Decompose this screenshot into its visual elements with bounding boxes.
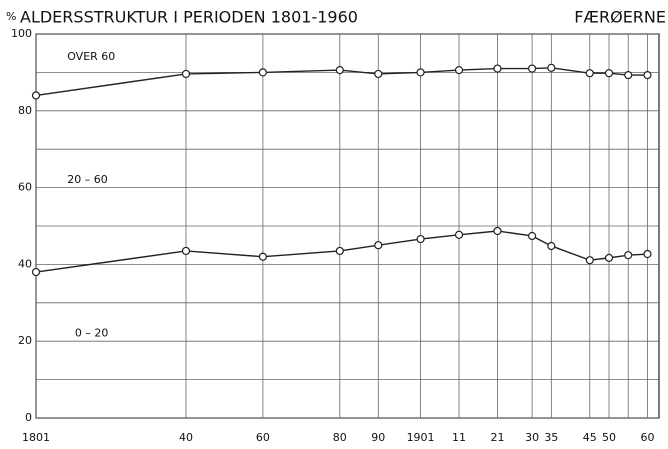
x-tick-label: 1801 [22,431,50,444]
x-tick-label: 11 [452,431,466,444]
y-axis-label: % [6,10,16,23]
data-point [604,69,614,78]
data-point [585,256,594,265]
data-point [643,249,652,259]
data-point [604,253,614,262]
x-tick-label: 21 [490,431,504,444]
data-point [493,226,502,236]
data-point [624,70,633,80]
x-tick-label: 90 [371,431,385,444]
region-label: OVER 60 [67,50,115,63]
data-point [374,241,383,250]
data-point [585,69,594,78]
y-tick-label: 40 [18,257,32,270]
data-point [527,231,537,241]
x-tick-label: 60 [640,431,654,444]
data-point [547,63,556,72]
x-tick-label: 30 [525,431,539,444]
x-tick-label: 80 [333,431,347,444]
y-tick-label: 20 [18,334,32,347]
y-tick-label: 60 [18,181,32,194]
y-tick-label: 100 [11,27,32,40]
region-label: 20 – 60 [67,173,108,186]
x-tick-label: 35 [544,431,558,444]
data-point [454,230,464,239]
data-point [416,234,425,244]
data-point [643,70,652,80]
data-point [31,267,41,277]
data-point [335,246,344,256]
data-point [624,251,633,260]
chart-subtitle: FÆRØERNE [574,8,666,27]
data-point [181,246,191,256]
data-point [374,69,383,79]
x-tick-label: 50 [602,431,616,444]
data-point [181,69,191,79]
data-point [547,241,556,251]
data-point [416,68,425,77]
y-tick-label: 80 [18,104,32,117]
data-point [258,68,267,77]
data-point [527,64,537,73]
data-point [258,252,267,261]
data-point [454,65,464,75]
x-tick-label: 60 [256,431,270,444]
x-tick-label: 40 [179,431,193,444]
data-point [31,91,41,100]
x-tick-label: 45 [583,431,597,444]
region-label: 0 – 20 [75,327,109,340]
data-point [493,64,502,73]
data-point [335,65,344,75]
x-tick-label: 1901 [407,431,435,444]
chart-title: ALDERSSTRUKTUR I PERIODEN 1801-1960 [20,8,358,27]
y-tick-label: 0 [25,411,32,424]
